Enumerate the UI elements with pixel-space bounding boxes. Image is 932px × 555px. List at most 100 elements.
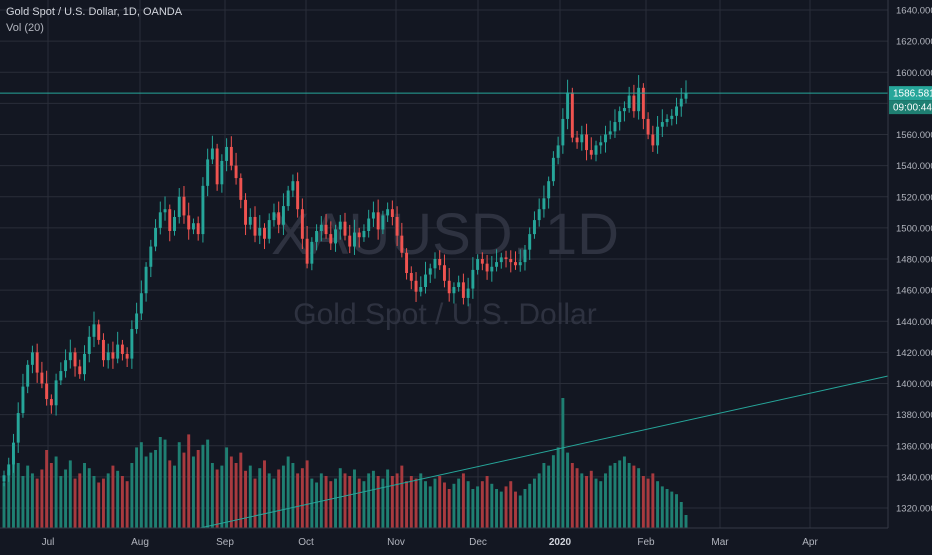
candle[interactable] [286,185,290,211]
candle[interactable] [357,227,361,248]
candle[interactable] [400,222,404,258]
candle[interactable] [353,219,356,255]
candle[interactable] [12,433,15,473]
candle[interactable] [7,457,11,482]
candle[interactable] [504,250,508,268]
candle[interactable] [168,204,172,242]
candle[interactable] [154,219,158,252]
candle[interactable] [514,251,517,270]
candle[interactable] [244,193,248,236]
candle[interactable] [542,185,546,218]
candle[interactable] [120,339,124,361]
candle[interactable] [599,135,603,154]
candle[interactable] [580,125,584,151]
candle[interactable] [679,87,683,117]
candle[interactable] [589,137,593,160]
candle[interactable] [73,347,77,377]
candle[interactable] [442,254,446,288]
candle[interactable] [495,249,499,272]
candle[interactable] [409,266,413,290]
candle[interactable] [239,173,243,209]
candle[interactable] [618,106,622,131]
candle[interactable] [315,224,319,251]
candle[interactable] [163,196,167,221]
candle[interactable] [187,202,191,240]
candle[interactable] [414,272,418,302]
candle[interactable] [158,201,162,235]
candle[interactable] [87,326,91,363]
candle[interactable] [656,115,660,154]
candle[interactable] [139,280,143,321]
candle[interactable] [68,339,72,369]
candle[interactable] [35,343,39,383]
candle[interactable] [310,237,314,271]
candle[interactable] [64,349,68,378]
candle[interactable] [637,75,641,120]
candle[interactable] [485,254,489,280]
candle[interactable] [561,108,565,154]
candle[interactable] [476,254,480,275]
candle[interactable] [523,244,527,271]
candle[interactable] [670,109,674,126]
candle[interactable] [258,215,262,245]
candle[interactable] [300,198,304,250]
candle[interactable] [371,201,375,227]
candle[interactable] [447,268,451,302]
candle[interactable] [248,208,252,230]
candle[interactable] [390,200,394,226]
candle[interactable] [362,224,366,242]
candle[interactable] [263,223,266,250]
candle[interactable] [675,97,678,125]
candle[interactable] [206,148,210,197]
candle[interactable] [480,252,484,271]
candle[interactable] [575,130,579,149]
candle[interactable] [594,140,598,162]
candle[interactable] [106,343,110,369]
candle[interactable] [547,176,551,209]
candle[interactable] [537,198,541,227]
candle[interactable] [570,87,574,143]
candle[interactable] [144,262,148,302]
candle[interactable] [40,361,44,389]
volume-indicator-label[interactable]: Vol (20) [6,22,44,34]
candle[interactable] [684,80,688,104]
candle[interactable] [627,86,631,113]
candle[interactable] [272,203,276,227]
candle[interactable] [509,250,513,273]
candle[interactable] [116,331,120,364]
candle[interactable] [334,224,337,252]
candle[interactable] [191,218,195,235]
candle[interactable] [83,345,86,381]
candle[interactable] [348,224,352,254]
candle[interactable] [97,319,101,345]
candle[interactable] [518,249,522,272]
candle[interactable] [92,311,96,348]
candle[interactable] [566,79,570,130]
candle[interactable] [30,345,34,374]
candle[interactable] [229,136,233,171]
candle[interactable] [291,174,295,198]
candle[interactable] [660,109,664,137]
candle[interactable] [225,138,229,172]
candle[interactable] [125,347,129,368]
candle[interactable] [149,239,153,278]
candle[interactable] [130,320,134,369]
candle[interactable] [324,214,328,239]
candle[interactable] [234,152,238,185]
candle[interactable] [613,109,617,138]
candle[interactable] [26,360,30,394]
candle[interactable] [471,257,475,299]
candle[interactable] [177,188,181,224]
candle[interactable] [386,202,390,222]
candle[interactable] [376,199,380,240]
candle[interactable] [21,373,25,418]
candle[interactable] [215,143,219,191]
candle[interactable] [490,256,494,282]
candle[interactable] [528,227,532,260]
candle[interactable] [461,273,465,305]
candle[interactable] [220,154,224,193]
candle[interactable] [182,186,186,224]
candle[interactable] [277,201,281,234]
